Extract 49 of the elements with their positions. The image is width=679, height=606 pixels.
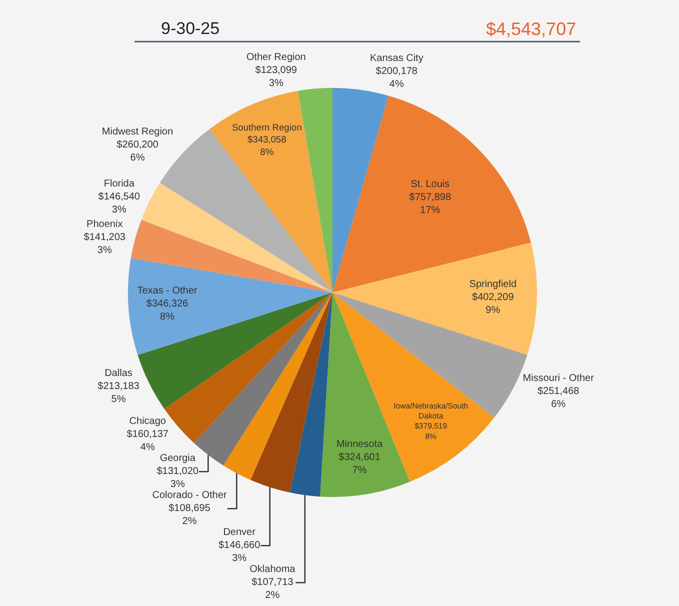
pie-slice <box>138 292 332 409</box>
pie-slice <box>332 96 531 292</box>
data-label: $200,178 4% <box>376 66 418 90</box>
slice-label: Denver <box>223 527 256 538</box>
pie-slice <box>194 292 332 466</box>
slice-label: Phoenix <box>86 218 123 230</box>
pie-slice <box>290 292 332 497</box>
data-label: $160,137 4% <box>126 429 169 454</box>
slice-label: Minnesota <box>336 439 384 450</box>
data-label: $402,209 9% <box>472 292 514 316</box>
data-label: $213,183 5% <box>98 380 140 405</box>
data-label: $379,519 8% <box>414 422 448 441</box>
data-label: $141,203 3% <box>84 232 126 256</box>
chart-title: 9-30-25 <box>161 19 220 38</box>
chart-subtitle: $4,543,707 <box>486 19 576 39</box>
slice-label: Missouri - Other <box>522 373 595 384</box>
slice-label: Florida <box>104 178 135 190</box>
data-label: $146,660 3% <box>218 540 261 564</box>
data-label: $346,326 8% <box>146 298 189 323</box>
slice-label: St. Louis <box>410 179 450 190</box>
data-label: $107,713 2% <box>252 577 294 602</box>
data-label: $108,695 2% <box>168 503 211 528</box>
pie-slice <box>210 90 332 292</box>
pie-slice <box>332 88 388 292</box>
slice-label: Midwest Region <box>102 126 174 138</box>
slice-label: Chicago <box>129 416 166 428</box>
data-label: $324,601 7% <box>338 452 381 476</box>
data-label: $343,058 8% <box>247 134 286 157</box>
slice-label: Other Region <box>246 52 306 63</box>
pie-slice <box>128 258 332 355</box>
slice-label: Southern Region <box>232 122 302 133</box>
pie-slice <box>223 292 332 480</box>
data-label: $757,898 17% <box>409 192 452 216</box>
data-label: $123,099 3% <box>255 64 298 89</box>
data-label: $251,468 6% <box>537 386 580 410</box>
pie-slice <box>130 220 332 292</box>
slice-label: Colorado - Other <box>152 490 228 502</box>
slice-label: Georgia <box>160 453 196 464</box>
slice-label: Dallas <box>104 368 132 379</box>
data-label: $131,020 3% <box>156 466 199 490</box>
slice-label: Springfield <box>469 279 517 290</box>
slice-label: Kansas City <box>370 53 424 64</box>
slice-label: Iowa/Nebraska/South Dakota <box>394 401 468 421</box>
data-label: $260,200 6% <box>116 140 159 164</box>
slice-label: Oklahoma <box>250 564 296 576</box>
slice-label: Texas - Other <box>137 286 198 297</box>
data-label: $146,540 3% <box>98 192 140 216</box>
pie-slice <box>332 242 537 355</box>
pie-slice <box>250 292 332 493</box>
